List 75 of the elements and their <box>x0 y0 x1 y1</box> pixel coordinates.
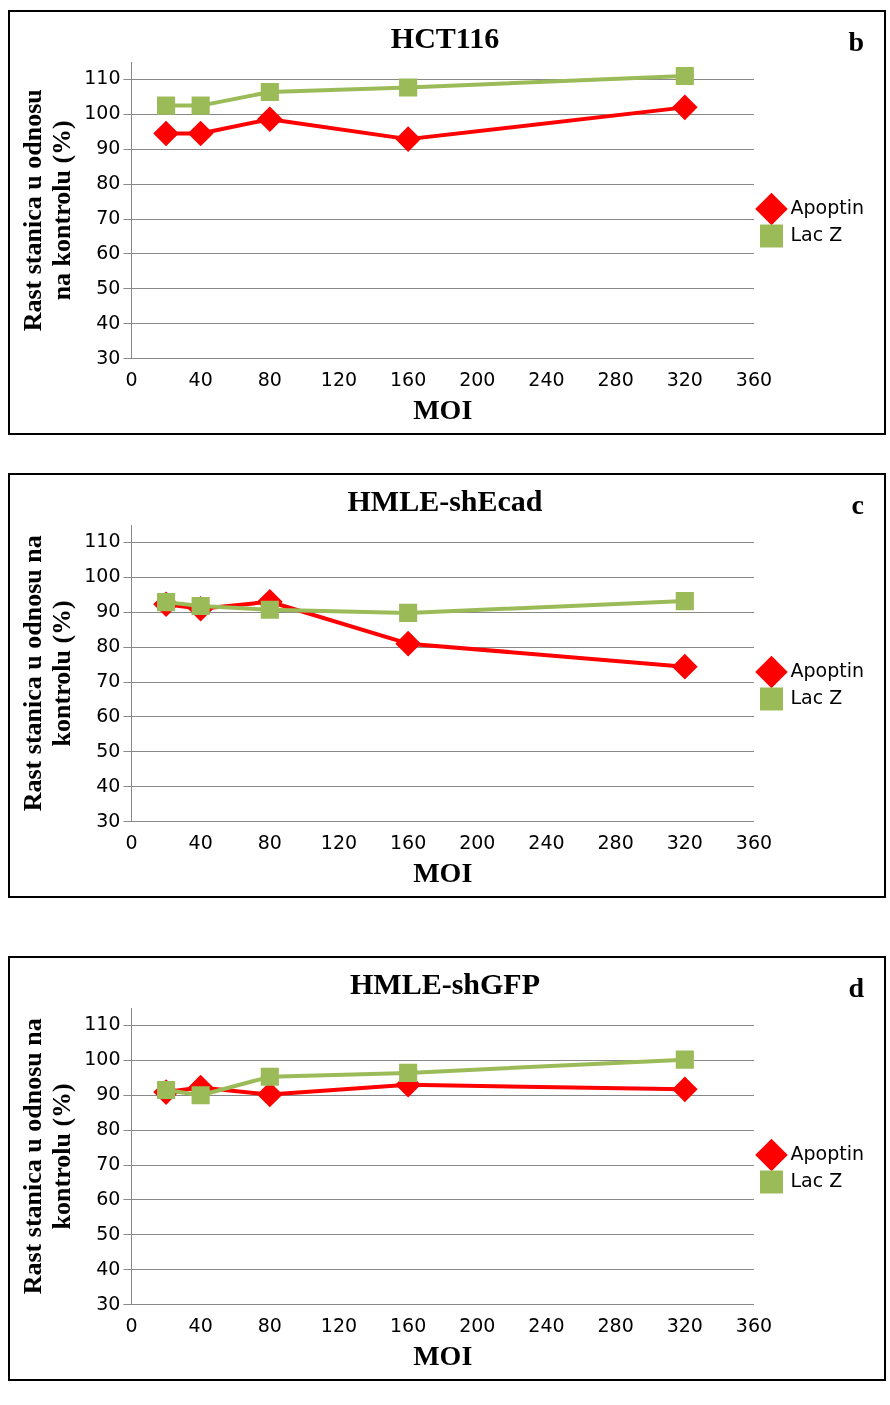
x-tick-label: 40 <box>188 1313 213 1336</box>
y-tick-label: 40 <box>96 310 121 333</box>
y-tick-label: 40 <box>96 1256 121 1279</box>
y-tick-label: 90 <box>96 1082 121 1105</box>
x-axis-title: MOI <box>413 1340 473 1372</box>
x-tick-label: 120 <box>320 830 358 853</box>
y-tick-label: 60 <box>96 240 121 263</box>
x-tick-label: 160 <box>390 367 427 390</box>
text: c <box>851 489 864 521</box>
x-tick-label: 40 <box>188 830 213 853</box>
x-tick-label: 160 <box>390 830 427 853</box>
y-tick-label: 100 <box>84 1047 121 1070</box>
y-tick-label: 90 <box>96 136 121 159</box>
y-tick-label: 110 <box>84 529 121 552</box>
x-tick-label: 360 <box>735 1313 773 1336</box>
y-tick-label: 90 <box>96 599 121 622</box>
x-tick-label: 240 <box>528 830 565 853</box>
y-tick-label: 50 <box>96 1221 121 1244</box>
x-tick-label: 0 <box>125 1313 138 1336</box>
legend-label: Lac Z <box>790 222 843 245</box>
x-tick-label: 80 <box>257 367 282 390</box>
y-tick-label: 30 <box>96 345 121 368</box>
y-tick-label: 110 <box>84 1012 121 1035</box>
x-tick-label: 200 <box>459 367 496 390</box>
x-tick-label: 80 <box>257 1313 282 1336</box>
x-tick-label: 0 <box>125 830 138 853</box>
y-axis-title: Rast stanica u odnosu na kontrolu (%) <box>18 535 76 812</box>
legend-label: Lac Z <box>790 1168 843 1191</box>
y-tick-label: 70 <box>96 1151 121 1174</box>
y-tick-label: 110 <box>84 66 121 89</box>
y-tick-label: 80 <box>96 1117 121 1140</box>
x-tick-label: 200 <box>459 1313 496 1336</box>
text: d <box>848 972 865 1004</box>
chart-title: HMLE-shEcad <box>347 483 543 517</box>
x-tick-label: 280 <box>597 830 634 853</box>
y-tick-label: 30 <box>96 1291 121 1314</box>
legend-label: Apoptin <box>790 658 864 681</box>
x-tick-label: 320 <box>666 830 703 853</box>
y-tick-label: 60 <box>96 1186 121 1209</box>
y-tick-label: 50 <box>96 738 121 761</box>
x-tick-label: 200 <box>459 830 496 853</box>
x-tick-label: 120 <box>320 367 358 390</box>
x-tick-label: 360 <box>735 367 773 390</box>
x-tick-label: 280 <box>597 1313 634 1336</box>
y-tick-label: 80 <box>96 634 121 657</box>
x-tick-label: 120 <box>320 1313 358 1336</box>
y-tick-label: 30 <box>96 808 121 831</box>
legend-label: Lac Z <box>790 685 843 708</box>
y-tick-label: 60 <box>96 703 121 726</box>
chart-title: HMLE-shGFP <box>349 966 541 1000</box>
x-tick-label: 360 <box>735 830 773 853</box>
x-axis-title: MOI <box>413 394 473 426</box>
x-axis-title: MOI <box>413 857 473 889</box>
legend-label: Apoptin <box>790 195 864 218</box>
y-tick-label: 50 <box>96 275 121 298</box>
y-tick-label: 70 <box>96 668 121 691</box>
y-axis-title: Rast stanica u odnosu na kontrolu (%) <box>18 89 76 332</box>
x-tick-label: 280 <box>597 367 634 390</box>
x-tick-label: 0 <box>125 367 138 390</box>
x-tick-label: 80 <box>257 830 282 853</box>
y-tick-label: 100 <box>84 564 121 587</box>
text: b <box>848 26 864 58</box>
x-tick-label: 320 <box>666 1313 703 1336</box>
y-tick-label: 80 <box>96 171 121 194</box>
y-tick-label: 100 <box>84 101 121 124</box>
y-tick-label: 40 <box>96 773 121 796</box>
x-tick-label: 240 <box>528 1313 565 1336</box>
x-tick-label: 40 <box>188 367 213 390</box>
chart-title: HCT116 <box>390 20 500 54</box>
x-tick-label: 160 <box>390 1313 427 1336</box>
x-tick-label: 240 <box>528 367 565 390</box>
y-axis-title: Rast stanica u odnosu na kontrolu (%) <box>18 1018 76 1295</box>
x-tick-label: 320 <box>666 367 703 390</box>
y-tick-label: 70 <box>96 205 121 228</box>
legend-label: Apoptin <box>790 1141 864 1164</box>
